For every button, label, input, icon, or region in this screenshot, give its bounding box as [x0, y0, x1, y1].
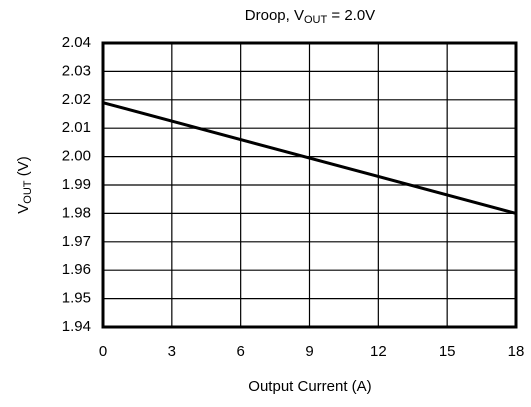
- data-line: [102, 101, 517, 215]
- ylabel-sub: OUT: [22, 180, 34, 204]
- plot-frame: [101, 41, 518, 329]
- x-axis-label: Output Current (A): [248, 378, 371, 395]
- y-tick-label: 2.02: [62, 91, 91, 108]
- ylabel-part: (V): [15, 156, 32, 180]
- x-tick-label: 3: [168, 343, 176, 360]
- x-tick-label: 15: [439, 343, 456, 360]
- y-tick-label: 1.95: [62, 290, 91, 307]
- chart-title: Droop, VOUT = 2.0V: [245, 7, 375, 26]
- ylabel-part: V: [15, 204, 32, 214]
- x-tick-label: 12: [370, 343, 387, 360]
- y-tick-label: 1.97: [62, 233, 91, 250]
- y-tick-label: 1.98: [62, 204, 91, 221]
- y-tick-label: 2.04: [62, 34, 91, 51]
- y-tick-label: 1.99: [62, 176, 91, 193]
- x-tick-label: 9: [305, 343, 313, 360]
- title-part: Droop, V: [245, 7, 304, 24]
- title-sub: OUT: [304, 14, 328, 26]
- y-tick-label: 2.01: [62, 119, 91, 136]
- y-axis-label: VOUT (V): [15, 156, 34, 213]
- y-tick-label: 2.03: [62, 62, 91, 79]
- x-tick-label: 6: [236, 343, 244, 360]
- x-tick-label: 18: [508, 343, 525, 360]
- y-tick-label: 1.94: [62, 318, 91, 335]
- title-part: = 2.0V: [327, 7, 375, 24]
- y-tick-label: 2.00: [62, 148, 91, 165]
- x-tick-label: 0: [99, 343, 107, 360]
- y-tick-label: 1.96: [62, 261, 91, 278]
